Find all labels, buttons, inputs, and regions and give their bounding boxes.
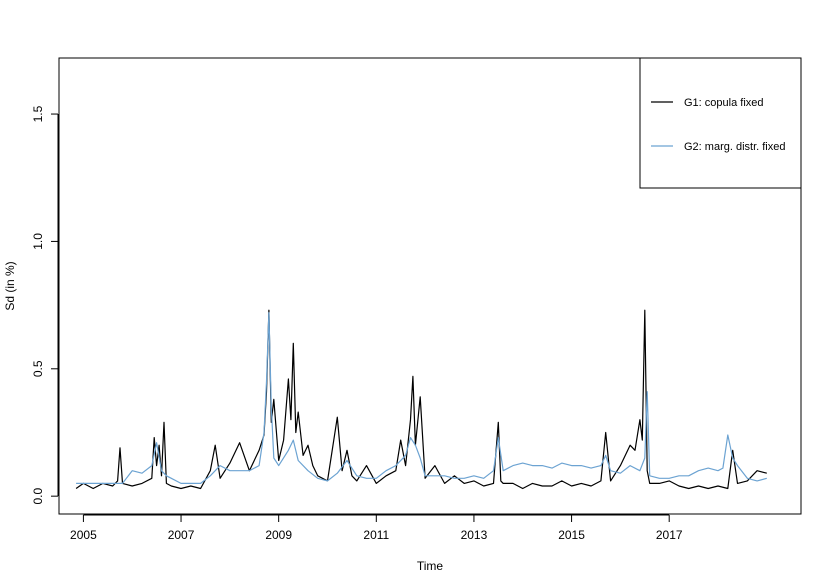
x-tick-label: 2017 xyxy=(656,528,683,542)
plot-frame xyxy=(58,57,802,515)
x-axis-label: Time xyxy=(417,559,444,573)
y-tick-label: 0.0 xyxy=(31,488,45,505)
legend-label-2: G2: marg. distr. fixed xyxy=(684,141,785,153)
y-tick-label: 1.0 xyxy=(31,233,45,250)
y-axis: 0.0 0.5 1.0 1.5 xyxy=(31,105,59,505)
legend-label-1: G1: copula fixed xyxy=(684,97,764,109)
x-tick-label: 2011 xyxy=(363,528,389,542)
y-tick-label: 1.5 xyxy=(31,105,45,122)
y-axis-label: Sd (in %) xyxy=(3,261,17,310)
x-tick-label: 2007 xyxy=(168,528,195,542)
y-tick-label: 0.5 xyxy=(31,360,45,377)
x-tick-label: 2013 xyxy=(461,528,488,542)
x-tick-label: 2009 xyxy=(265,528,292,542)
legend: G1: copula fixed G2: marg. distr. fixed xyxy=(639,57,802,189)
x-tick-label: 2015 xyxy=(558,528,585,542)
x-axis: 2005 2007 2009 2011 2013 2015 2017 xyxy=(70,514,683,542)
series-layer xyxy=(75,309,767,490)
series-line-1 xyxy=(75,309,767,490)
series-line-2 xyxy=(76,312,767,484)
x-tick-label: 2005 xyxy=(70,528,97,542)
legend-box xyxy=(639,57,802,189)
